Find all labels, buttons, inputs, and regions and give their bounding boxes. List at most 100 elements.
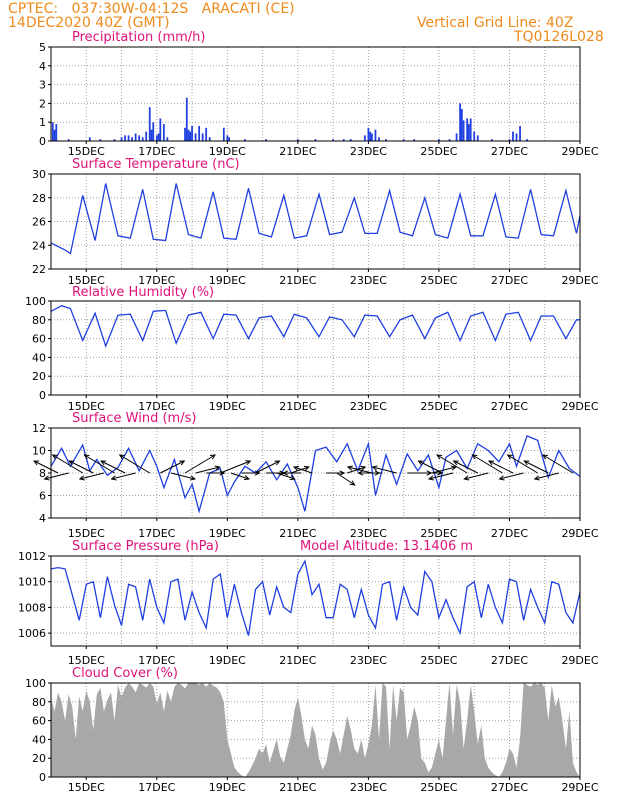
y-tick-label: 30 [32,168,46,181]
precip-bar [134,133,137,141]
wind-vector [347,466,373,474]
wind-arrowhead [498,475,505,481]
wind-arrowhead [463,475,470,481]
wind-arrowhead [179,460,186,466]
wind-vector [336,472,355,486]
y-tick-label: 60 [32,715,46,728]
wind-arrowhead [450,465,458,471]
wind-vector [293,466,313,474]
wind-vector [100,460,126,474]
wind-vector [418,460,443,474]
y-tick-label: 4 [39,512,46,525]
wind-vector [499,472,524,480]
precip-bar [141,137,144,141]
x-tick-label: 23DEC [350,274,387,287]
precip-bar [367,127,370,141]
x-tick-label: 25DEC [420,274,457,287]
panel-frame [50,46,581,142]
precip-bar [526,139,528,141]
y-tick-label: 3 [39,79,46,92]
y-tick-label: 1006 [18,627,46,640]
x-tick-label: 19DEC [209,654,246,667]
wind-vector [524,460,549,474]
precip-bar [438,139,440,141]
precip-bar [201,133,204,141]
wind-arrowhead [357,470,364,476]
precip-bar [374,129,377,141]
wind-vector [195,466,220,474]
x-tick-label: 21DEC [279,781,316,794]
y-tick-label: 0 [39,771,46,784]
x-tick-label: 15DEC [68,527,105,540]
panel-frame [50,555,581,647]
wind-vector [488,460,514,474]
precip-bar [148,107,151,141]
wind-vector [347,466,366,474]
wind-vector [276,472,295,480]
x-tick-label: 29DEC [561,400,598,413]
wind-vector [111,472,136,480]
x-tick-label: 25DEC [420,527,457,540]
precip-bar [120,137,123,141]
wind-arrowhead [292,465,299,471]
precip-bar [198,125,201,141]
precip-bar [466,118,469,141]
precip-bar [99,139,102,141]
precip-bar [515,133,518,141]
wind-vector [220,460,251,474]
precip-bar [145,131,148,141]
precip-bar [155,135,158,141]
panel-title: Surface Pressure (hPa) [72,539,219,554]
wind-arrowhead [533,475,540,481]
x-tick-label: 21DEC [279,654,316,667]
x-tick-label: 23DEC [350,654,387,667]
precip-bar [228,137,230,141]
wind-vector [290,466,309,474]
series-line [50,304,580,349]
precip-bar [185,97,188,141]
precip-bar [189,131,192,141]
wind-arrowhead [541,454,548,460]
precip-bar [55,124,58,141]
precip-bar [369,131,372,141]
wind-arrowhead [346,465,353,471]
wind-arrowhead [339,470,346,476]
y-tick-label: 1012 [18,550,46,563]
x-tick-label: 29DEC [561,781,598,794]
x-tick-label: 27DEC [491,781,528,794]
precip-bar [265,139,268,141]
y-tick-label: 1010 [18,576,46,589]
precip-bar [385,139,387,141]
precip-bar [138,135,141,141]
y-tick-label: 20 [32,370,46,383]
precip-bar [349,139,352,141]
wind-arrowhead [371,465,378,471]
precip-bar [413,139,416,141]
y-tick-label: 8 [39,467,46,480]
x-tick-label: 29DEC [561,527,598,540]
wind-arrowhead [83,454,90,460]
wind-vector [255,460,280,474]
x-tick-label: 23DEC [350,145,387,158]
wind-arrowhead [78,475,85,481]
precip-bar [296,139,299,141]
precip-bar [113,139,116,141]
wind-arrowhead [219,470,226,476]
wind-arrowhead [427,475,434,481]
precip-bar [191,125,193,141]
x-tick-label: 25DEC [420,654,457,667]
precip-bar [166,137,169,141]
precip-bar [226,135,229,141]
y-tick-label: 40 [32,733,46,746]
wind-vector [428,472,454,480]
wind-vector [372,466,397,474]
x-tick-label: 15DEC [68,400,105,413]
wind-vector [79,472,105,480]
precip-bar [131,137,133,141]
x-tick-label: 17DEC [138,654,175,667]
x-tick-label: 19DEC [209,400,246,413]
wind-arrowhead [349,480,356,486]
precip-bar [448,139,451,141]
x-tick-label: 23DEC [350,527,387,540]
precip-bar [519,125,521,141]
